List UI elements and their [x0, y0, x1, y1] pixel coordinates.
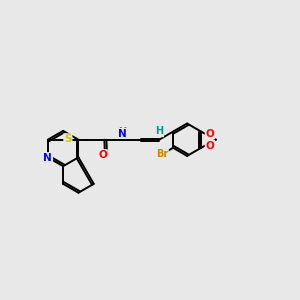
Text: N: N [44, 153, 52, 163]
Text: O: O [98, 150, 107, 160]
Text: O: O [206, 141, 214, 151]
Text: O: O [206, 129, 214, 139]
Text: Br: Br [156, 149, 168, 159]
Text: H: H [118, 127, 127, 137]
Text: S: S [64, 134, 72, 144]
Text: N: N [118, 128, 127, 139]
Text: H: H [155, 126, 163, 136]
